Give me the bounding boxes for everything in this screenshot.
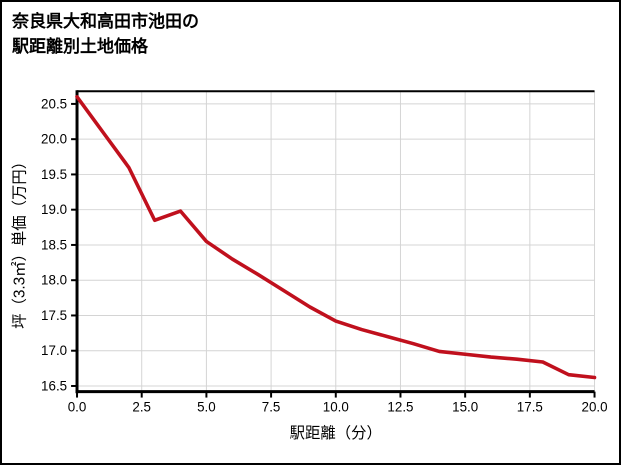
y-tick-label: 16.5 xyxy=(41,378,67,393)
chart-title: 奈良県大和高田市池田の 駅距離別土地価格 xyxy=(12,10,199,59)
x-axis-label: 駅距離（分） xyxy=(290,424,382,442)
y-tick-label: 18.0 xyxy=(41,273,67,288)
x-tick-label: 10.0 xyxy=(323,399,349,414)
y-tick-label: 20.5 xyxy=(41,96,67,111)
x-tick-label: 2.5 xyxy=(132,399,151,414)
x-tick-label: 17.5 xyxy=(517,399,543,414)
x-tick-label: 0.0 xyxy=(68,399,87,414)
chart-title-line1: 奈良県大和高田市池田の xyxy=(12,12,199,31)
chart-title-line2: 駅距離別土地価格 xyxy=(12,36,148,56)
grid-lines xyxy=(76,91,596,392)
x-tick-label: 12.5 xyxy=(387,399,413,414)
y-tick-label: 18.5 xyxy=(41,237,67,252)
tick-labels: 0.0 2.5 5.0 7.5 10.0 12.5 15.0 17.5 20.0 16.5 17.0… xyxy=(41,96,607,414)
y-tick-label: 20.0 xyxy=(41,132,67,147)
y-axis-label: 坪（3.3㎡）単価（万円） xyxy=(10,154,28,329)
y-tick-label: 17.5 xyxy=(41,308,67,323)
x-tick-label: 20.0 xyxy=(582,399,608,414)
axis-spines xyxy=(75,90,595,394)
x-tick-label: 7.5 xyxy=(262,399,281,414)
y-tick-label: 19.5 xyxy=(41,167,67,182)
x-tick-label: 5.0 xyxy=(197,399,216,414)
axis-ticks xyxy=(71,102,596,398)
y-tick-label: 19.0 xyxy=(41,202,67,217)
y-tick-label: 17.0 xyxy=(41,343,67,358)
x-tick-label: 15.0 xyxy=(452,399,478,414)
price-line xyxy=(75,95,597,380)
